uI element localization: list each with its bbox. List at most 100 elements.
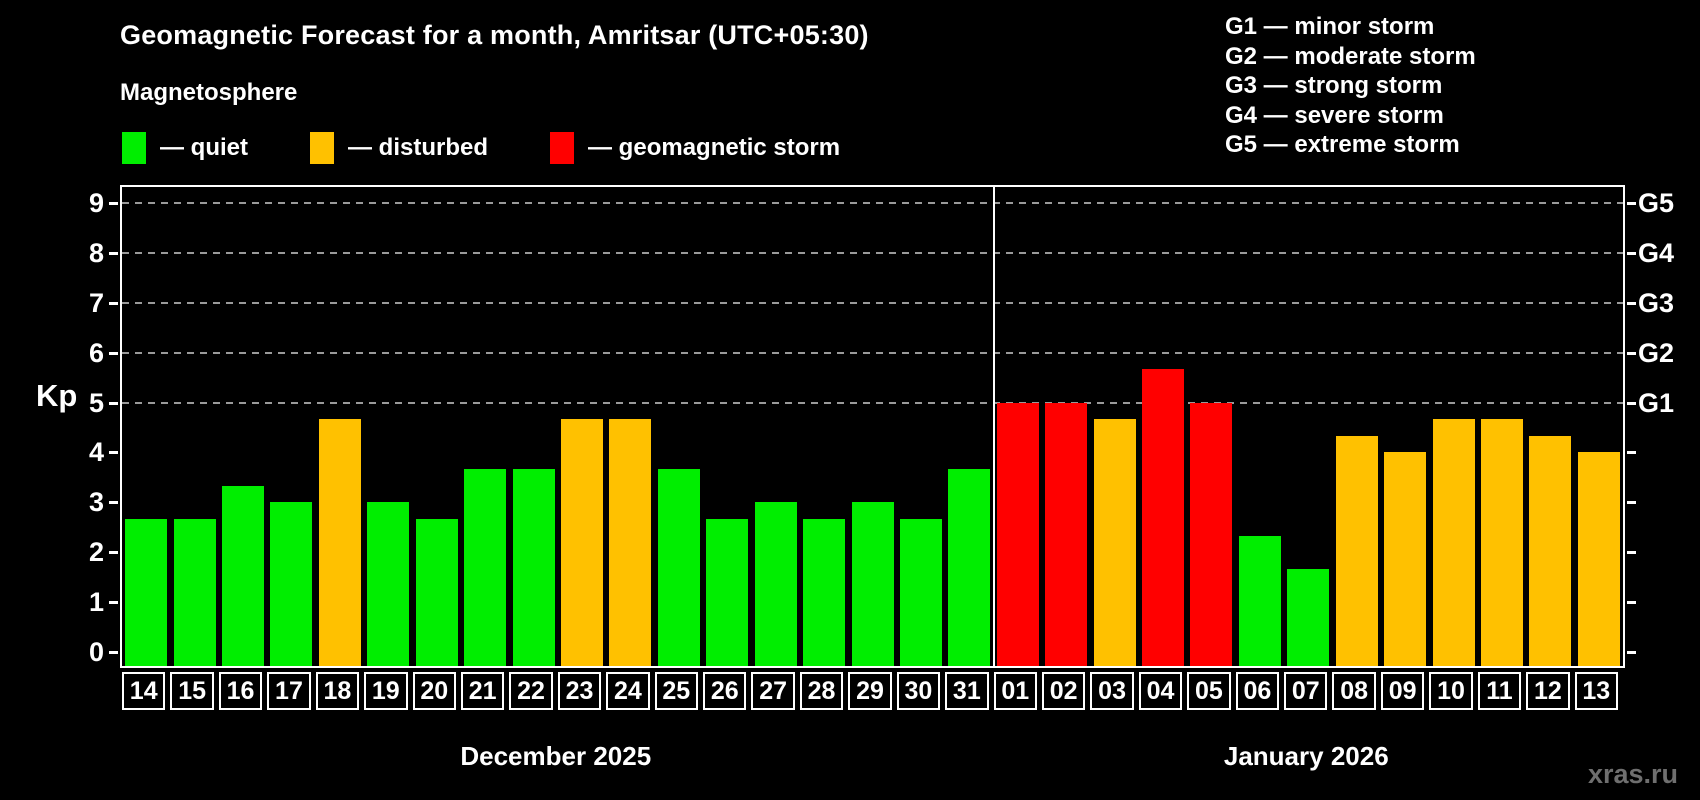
y-tick-label-7: 7 xyxy=(88,287,104,318)
gridline-kp-5 xyxy=(122,401,1623,404)
kp-bar-december-23 xyxy=(560,419,603,666)
y-tick-left-6 xyxy=(109,351,118,355)
kp-bar-january-13 xyxy=(1577,452,1620,666)
day-label-december-27: 27 xyxy=(751,672,795,710)
y-tick-label-5: 5 xyxy=(88,387,104,418)
day-label-january-10: 10 xyxy=(1429,672,1473,710)
y-tick-label-6: 6 xyxy=(88,337,104,368)
kp-bar-december-16 xyxy=(222,485,265,666)
kp-bar-january-12 xyxy=(1529,436,1572,666)
day-label-january-11: 11 xyxy=(1477,672,1522,710)
kp-bar-january-03 xyxy=(1093,419,1136,666)
day-label-december-23: 23 xyxy=(557,672,602,710)
kp-bar-december-24 xyxy=(609,419,652,666)
y-tick-right-9 xyxy=(1627,202,1636,205)
day-label-december-28: 28 xyxy=(799,672,844,710)
day-label-january-04: 04 xyxy=(1138,672,1183,710)
kp-bar-january-10 xyxy=(1432,419,1475,666)
g4-definition: G4 — severe storm xyxy=(1225,101,1444,129)
day-label-december-14: 14 xyxy=(122,672,166,710)
kp-bar-december-19 xyxy=(367,502,410,666)
day-label-january-01: 01 xyxy=(993,672,1037,710)
y-tick-right-0 xyxy=(1627,651,1636,654)
y-tick-left-1 xyxy=(109,601,118,605)
day-label-january-06: 06 xyxy=(1235,672,1280,710)
y-tick-right-2 xyxy=(1627,551,1636,555)
kp-bar-december-20 xyxy=(415,518,458,666)
y-tick-left-9 xyxy=(109,202,118,205)
quiet-color-swatch xyxy=(122,132,146,164)
g-axis-label-g5: G5 xyxy=(1638,188,1675,218)
y-tick-right-4 xyxy=(1627,451,1636,455)
y-tick-left-8 xyxy=(109,251,118,255)
kp-bar-december-17 xyxy=(270,502,313,666)
legend-item-quiet: — quiet xyxy=(122,132,248,164)
y-tick-left-2 xyxy=(109,551,118,555)
y-tick-right-7 xyxy=(1627,301,1636,305)
y-tick-left-5 xyxy=(109,401,118,405)
legend-label-storm: — geomagnetic storm xyxy=(588,134,841,161)
kp-bar-december-30 xyxy=(899,518,942,666)
y-tick-label-9: 9 xyxy=(88,188,104,218)
day-label-january-13: 13 xyxy=(1574,672,1618,710)
day-label-december-18: 18 xyxy=(315,672,360,710)
gridline-kp-7 xyxy=(122,301,1623,304)
y-tick-label-1: 1 xyxy=(88,587,104,618)
kp-bar-january-01 xyxy=(996,402,1039,666)
gridline-kp-9 xyxy=(122,202,1623,204)
kp-bar-december-21 xyxy=(464,468,507,666)
legend-label-disturbed: — disturbed xyxy=(348,134,489,161)
y-tick-label-0: 0 xyxy=(88,637,104,667)
chart-title: Geomagnetic Forecast for a month, Amrits… xyxy=(120,20,869,50)
y-tick-left-0 xyxy=(109,651,118,654)
day-label-december-26: 26 xyxy=(703,672,747,710)
kp-bar-january-08 xyxy=(1335,436,1378,666)
kp-bar-january-04 xyxy=(1142,369,1185,666)
y-tick-label-8: 8 xyxy=(88,237,104,268)
y-tick-right-5 xyxy=(1627,401,1636,405)
kp-bar-december-27 xyxy=(754,502,797,666)
g1-definition: G1 — minor storm xyxy=(1225,13,1435,40)
day-label-january-05: 05 xyxy=(1187,672,1231,710)
kp-bar-january-09 xyxy=(1384,452,1427,666)
day-label-december-30: 30 xyxy=(896,672,941,710)
g-axis-label-g2: G2 xyxy=(1638,337,1675,368)
day-label-december-22: 22 xyxy=(509,672,553,710)
legend-item-storm: — geomagnetic storm xyxy=(550,132,840,164)
plot-area: 0 1 2 3 4 5 6 7 8 9 G1 G2 G3 G4 G5 xyxy=(89,185,1674,668)
day-label-january-12: 12 xyxy=(1526,672,1570,710)
g-axis-label-g3: G3 xyxy=(1638,287,1675,318)
kp-bar-december-26 xyxy=(706,518,749,666)
month-label-december: December 2025 xyxy=(460,741,652,771)
disturbed-color-swatch xyxy=(310,132,334,164)
y-tick-label-4: 4 xyxy=(88,437,104,468)
y-tick-label-2: 2 xyxy=(88,537,104,568)
gridline-kp-6 xyxy=(122,351,1623,354)
y-tick-right-6 xyxy=(1627,351,1636,355)
kp-legend: — quiet — disturbed — geomagnetic storm xyxy=(122,128,902,168)
kp-bar-december-28 xyxy=(803,518,846,666)
g3-definition: G3 — strong storm xyxy=(1225,72,1443,99)
y-tick-right-8 xyxy=(1627,251,1636,255)
gridline-kp-8 xyxy=(122,251,1623,254)
kp-bar-january-06 xyxy=(1238,535,1281,666)
storm-color-swatch xyxy=(550,132,575,164)
kp-bar-december-29 xyxy=(851,502,894,666)
kp-bar-january-02 xyxy=(1045,402,1088,666)
day-label-december-20: 20 xyxy=(412,672,456,710)
day-label-december-19: 19 xyxy=(364,672,408,710)
y-tick-right-1 xyxy=(1627,601,1636,605)
chart-subtitle: Magnetosphere xyxy=(120,79,298,106)
y-tick-right-3 xyxy=(1627,501,1636,505)
kp-bar-january-07 xyxy=(1287,568,1330,666)
legend-label-quiet: — quiet xyxy=(160,134,248,161)
kp-bar-december-14 xyxy=(125,518,168,666)
day-label-december-16: 16 xyxy=(218,672,263,710)
kp-bar-december-22 xyxy=(512,468,555,666)
month-divider xyxy=(992,187,995,666)
month-label-january: January 2026 xyxy=(1223,741,1389,771)
watermark: xras.ru xyxy=(1587,759,1678,789)
day-label-december-31: 31 xyxy=(945,672,989,710)
day-label-december-17: 17 xyxy=(267,672,311,710)
